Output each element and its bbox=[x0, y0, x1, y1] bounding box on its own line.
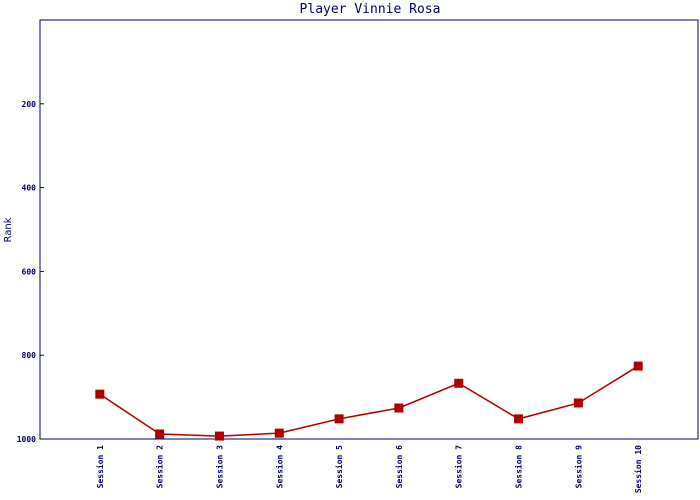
y-tick-label: 600 bbox=[22, 267, 37, 276]
y-axis-label: Rank bbox=[3, 217, 14, 242]
plot-frame bbox=[39, 19, 699, 440]
x-tick-label: Session 8 bbox=[514, 445, 524, 489]
x-tick-label: Session 5 bbox=[334, 445, 344, 489]
x-tick-label: Session 3 bbox=[214, 445, 224, 489]
data-point bbox=[514, 414, 524, 424]
x-tick-label: Session 7 bbox=[454, 445, 464, 489]
data-point bbox=[633, 361, 643, 371]
data-point bbox=[334, 414, 344, 424]
series-line bbox=[99, 365, 639, 437]
data-point bbox=[274, 428, 284, 438]
y-tick-label: 1000 bbox=[17, 435, 36, 444]
x-tick-label: Session 1 bbox=[95, 445, 105, 489]
x-tick-label: Session 2 bbox=[155, 445, 165, 489]
data-point bbox=[95, 389, 105, 399]
x-tick-label: Session 6 bbox=[394, 445, 404, 489]
y-tick-label: 400 bbox=[22, 184, 37, 193]
x-tick-label: Session 9 bbox=[573, 445, 583, 489]
x-tick-label: Session 10 bbox=[633, 445, 643, 493]
data-point bbox=[573, 398, 583, 408]
y-tick-label: 800 bbox=[22, 351, 37, 360]
data-point bbox=[214, 431, 224, 441]
data-point bbox=[454, 378, 464, 388]
y-tick-label: 200 bbox=[22, 100, 37, 109]
x-tick-label: Session 4 bbox=[274, 445, 284, 489]
chart-title: Player Vinnie Rosa bbox=[300, 2, 441, 17]
data-point bbox=[155, 429, 165, 439]
data-point bbox=[394, 403, 404, 413]
